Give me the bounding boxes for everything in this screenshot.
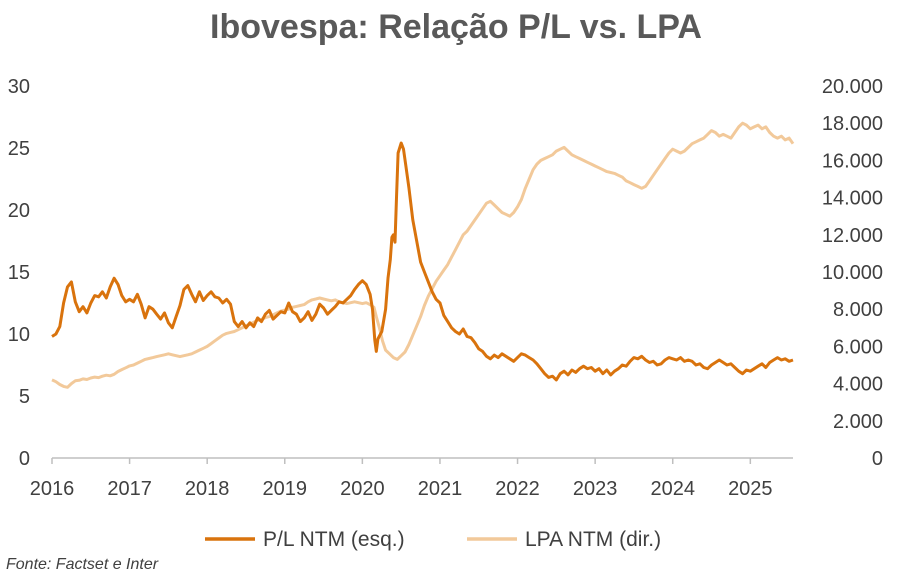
legend: P/L NTM (esq.) LPA NTM (dir.) xyxy=(205,528,661,551)
y-left-tick-label: 15 xyxy=(8,262,30,284)
y-right-tick-label: 14.000 xyxy=(822,188,883,210)
series-line-lpa-ntm xyxy=(51,121,795,389)
x-tick-label: 2019 xyxy=(263,478,308,500)
y-left-tick-label: 20 xyxy=(8,200,30,222)
legend-label-pl: P/L NTM (esq.) xyxy=(263,528,405,551)
axis-layer: 2016 2017 2018 2019 2020 2021 2022 2023 2024 2025… xyxy=(8,76,883,500)
x-tick-label: 2025 xyxy=(728,478,773,500)
y-right-tick-label: 0 xyxy=(872,448,883,470)
y-left-tick-label: 30 xyxy=(8,76,30,98)
y-right-tick-label: 12.000 xyxy=(822,225,883,247)
x-tick-label: 2017 xyxy=(107,478,152,500)
x-tick-label: 2018 xyxy=(185,478,230,500)
y-left-tick-label: 5 xyxy=(19,386,30,408)
y-right-tick-label: 10.000 xyxy=(822,262,883,284)
x-tick-label: 2020 xyxy=(340,478,385,500)
y-left-tick-label: 0 xyxy=(19,448,30,470)
y-right-tick-label: 18.000 xyxy=(822,113,883,135)
y-right-tick-label: 4.000 xyxy=(833,374,883,396)
series-line-pl-ntm xyxy=(51,141,794,382)
y-left-tick-label: 25 xyxy=(8,138,30,160)
x-tick-label: 2021 xyxy=(418,478,463,500)
series-layer xyxy=(51,121,795,389)
legend-label-lpa: LPA NTM (dir.) xyxy=(525,528,661,551)
chart-title: Ibovespa: Relação P/L vs. LPA xyxy=(210,8,702,46)
x-tick-label: 2023 xyxy=(573,478,618,500)
y-right-tick-label: 6.000 xyxy=(833,336,883,358)
x-tick-label: 2016 xyxy=(30,478,75,500)
source-note: Fonte: Factset e Inter xyxy=(6,556,159,573)
y-right-tick-label: 2.000 xyxy=(833,411,883,433)
x-tick-label: 2024 xyxy=(650,478,695,500)
y-right-tick-label: 8.000 xyxy=(833,299,883,321)
x-tick-label: 2022 xyxy=(495,478,540,500)
y-right-tick-label: 16.000 xyxy=(822,150,883,172)
y-left-tick-label: 10 xyxy=(8,324,30,346)
y-right-tick-label: 20.000 xyxy=(822,76,883,98)
